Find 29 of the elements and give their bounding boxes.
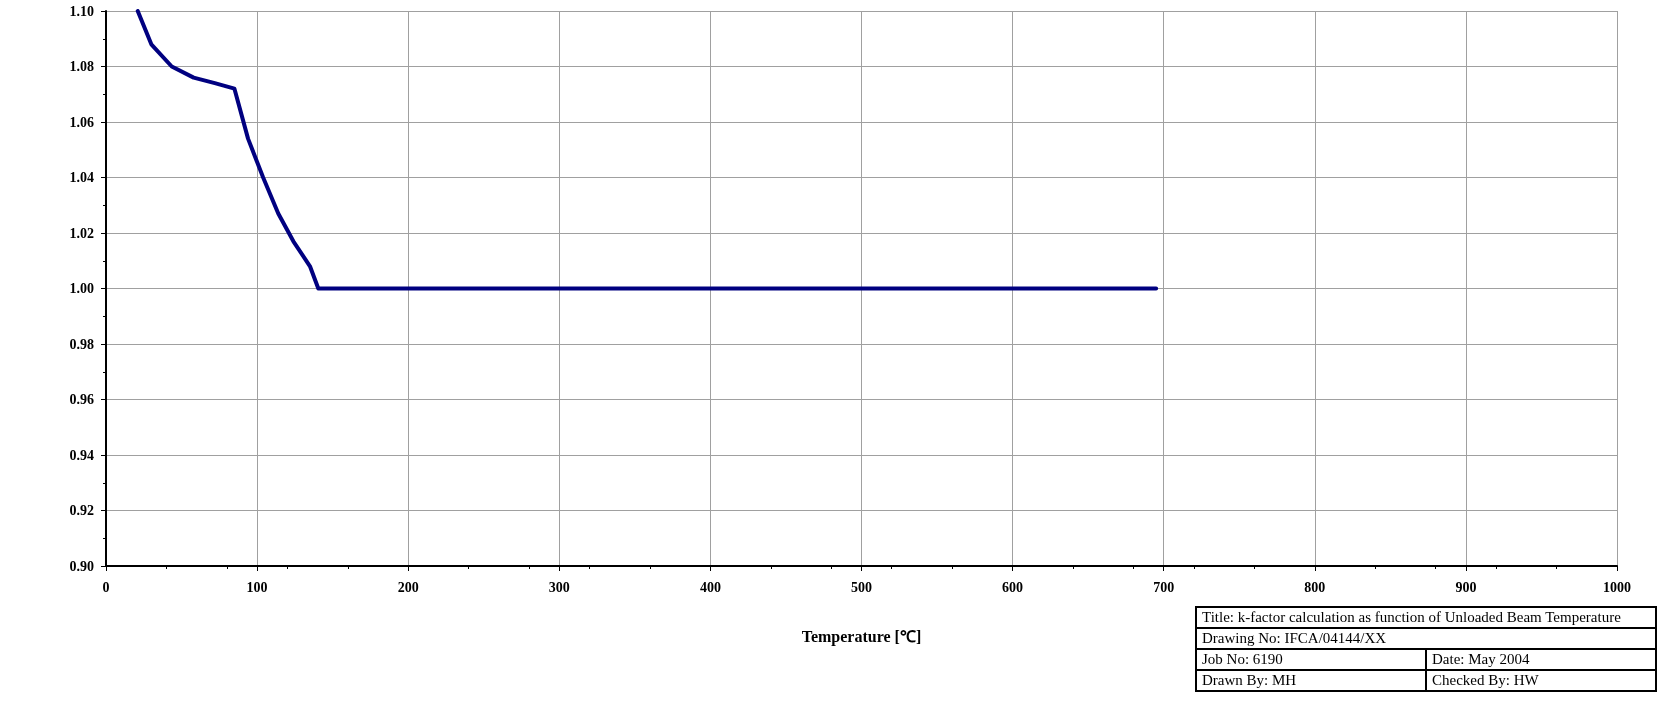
y-tick-label: 1.08 <box>69 59 94 74</box>
y-tick-label: 1.04 <box>69 170 94 185</box>
y-tick-label: 1.02 <box>69 225 94 241</box>
y-tick-label: 1.06 <box>69 114 94 130</box>
x-tick-label: 800 <box>1304 579 1326 595</box>
x-tick-label: 100 <box>246 579 268 595</box>
text: Date: May 2004 <box>1425 650 1655 669</box>
x-tick-label: 700 <box>1153 579 1175 595</box>
text: Checked By: HW <box>1425 671 1655 690</box>
x-tick-label: 900 <box>1455 579 1477 595</box>
y-tick-label: 0.92 <box>69 503 94 518</box>
y-tick-label: 0.98 <box>69 336 94 352</box>
x-tick-label: 200 <box>397 579 419 595</box>
y-tick-label: 0.94 <box>69 447 94 463</box>
text: Drawn By: MH <box>1201 671 1298 690</box>
x-tick-label: 1000 <box>1603 579 1631 595</box>
x-tick-label: 500 <box>851 579 872 595</box>
x-tick-label: 300 <box>548 579 570 595</box>
y-tick-label: 1.00 <box>69 281 94 296</box>
text: Job No: 6190 <box>1201 650 1284 669</box>
text: Title: k-factor calculation as function of Unloaded Beam Temperature <box>1201 608 1622 627</box>
x-tick-label: 600 <box>1002 579 1024 595</box>
text: Drawing No: IFCA/04144/XX <box>1197 629 1655 648</box>
x-tick-label: 0 <box>102 579 110 595</box>
x-axis-title: Temperature [℃] <box>801 627 922 646</box>
x-tick-label: 400 <box>699 579 721 595</box>
y-tick-label: 0.96 <box>69 392 94 407</box>
y-tick-label: 1.10 <box>69 3 94 19</box>
y-tick-label: 0.90 <box>69 558 94 574</box>
